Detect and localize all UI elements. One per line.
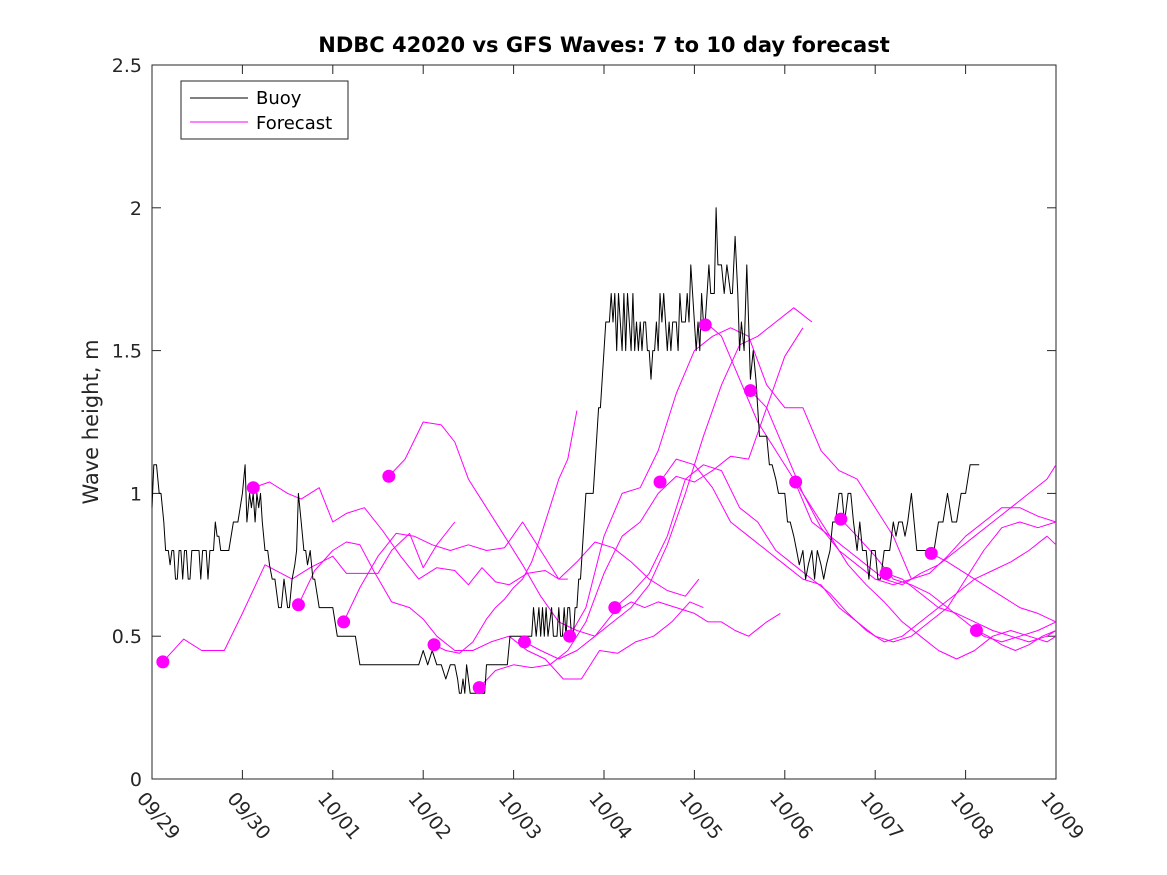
y-tick-label: 1: [130, 483, 142, 505]
forecast-init-point: [246, 481, 260, 495]
forecast-init-point: [608, 601, 622, 615]
forecast-init-point: [291, 598, 305, 612]
legend-forecast-label: Forecast: [256, 113, 332, 134]
forecast-init-point: [382, 469, 396, 483]
forecast-series-line-1: [162, 521, 456, 663]
legend-buoy-label: Buoy: [256, 88, 302, 109]
y-axis: 0 0.5 1 1.5 2 2.5: [112, 55, 1056, 791]
forecast-series-line-7: [478, 327, 804, 688]
forecast-series-line-11: [659, 458, 1057, 643]
y-tick-label: 0.5: [112, 626, 142, 648]
chart-title: NDBC 42020 vs GFS Waves: 7 to 10 day for…: [318, 33, 889, 57]
forecast-series-line-17: [930, 552, 1057, 623]
forecast-series-line-2: [253, 481, 568, 586]
y-tick-label: 0: [130, 769, 142, 791]
forecast-series-line-8: [524, 307, 813, 660]
forecast-init-point: [337, 615, 351, 629]
forecast-series-line-14: [795, 481, 1057, 660]
forecast-init-point: [789, 475, 803, 489]
y-axis-label: Wave height, m: [79, 339, 103, 504]
forecast-init-point: [743, 384, 757, 398]
forecast-series-line-4: [343, 521, 700, 623]
forecast-init-point: [472, 681, 486, 695]
forecast-series-line-18: [976, 630, 1057, 651]
y-tick-label: 1.5: [112, 341, 142, 363]
y-tick-label: 2.5: [112, 55, 142, 77]
forecast-series-line-16: [885, 572, 1057, 643]
forecast-init-point: [924, 546, 938, 560]
forecast-init-point: [517, 635, 531, 649]
forecast-init-point: [653, 475, 667, 489]
forecast-init-point: [156, 655, 170, 669]
forecast-init-point: [427, 638, 441, 652]
buoy-series-line: [151, 207, 980, 694]
forecast-series-line-9: [569, 327, 912, 637]
legend: Buoy Forecast: [180, 80, 349, 140]
forecast-series-line-6: [433, 410, 578, 654]
forecast-init-point: [834, 512, 848, 526]
y-tick-label: 2: [130, 198, 142, 220]
series-layer: [151, 207, 1057, 694]
forecast-series-line-3: [297, 541, 704, 680]
forecast-series-line-10: [614, 464, 1057, 643]
forecast-init-point: [969, 623, 983, 637]
forecast-init-point: [879, 566, 893, 580]
plot-area: [151, 64, 1057, 780]
forecast-init-points: [156, 318, 983, 695]
forecast-init-point: [698, 318, 712, 332]
forecast-series-line-15: [840, 518, 1057, 643]
forecast-init-point: [563, 629, 577, 643]
legend-box: [180, 80, 349, 140]
